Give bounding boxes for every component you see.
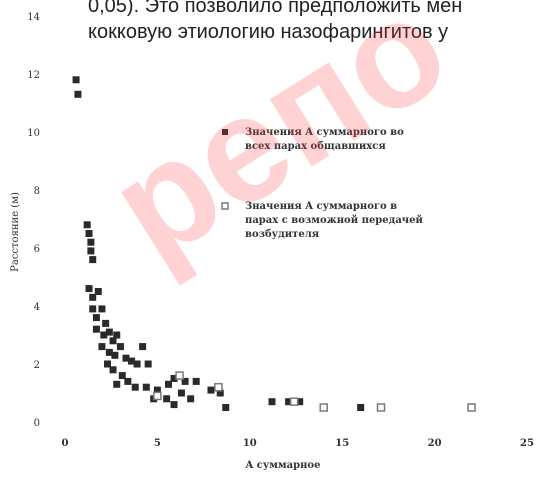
y-axis-ticks: 0 2 4 6 8 10 12 14	[27, 12, 40, 429]
data-point-all-pairs	[118, 372, 126, 380]
data-point-all-pairs	[109, 366, 117, 374]
x-tick-label: 15	[335, 438, 349, 449]
data-point-all-pairs	[87, 238, 95, 246]
legend-label-all-pairs: Значения A суммарного во всех парах обща…	[245, 127, 407, 152]
x-axis-ticks: 0 5 10 15 20 25	[62, 438, 534, 449]
data-point-transmission-pairs	[376, 403, 386, 412]
legend-marker-hollow-square	[221, 202, 229, 210]
y-tick-label: 4	[34, 302, 40, 313]
y-tick-label: 6	[34, 244, 40, 255]
data-point-transmission-pairs	[289, 397, 299, 406]
data-point-all-pairs	[144, 360, 152, 368]
data-point-all-pairs	[139, 343, 147, 351]
data-point-all-pairs	[268, 398, 276, 406]
document-text-line-2: кокковую этиологию назофарингитов у	[88, 21, 449, 43]
data-point-all-pairs	[102, 319, 110, 327]
data-point-all-pairs	[177, 389, 185, 397]
data-point-all-pairs	[128, 357, 136, 365]
data-point-all-pairs	[98, 305, 106, 313]
data-point-all-pairs	[181, 377, 189, 385]
data-point-all-pairs	[187, 395, 195, 403]
document-text-line-1: 0,05). Это позволило предположить мен	[88, 0, 463, 17]
x-tick-label: 25	[520, 438, 534, 449]
data-point-all-pairs	[216, 389, 224, 397]
legend-label-transmission-pairs-line-3: возбудителя	[245, 229, 320, 240]
data-point-all-pairs	[142, 383, 150, 391]
data-point-transmission-pairs	[319, 403, 328, 412]
data-point-all-pairs	[100, 331, 108, 339]
data-point-all-pairs	[164, 380, 172, 388]
data-point-all-pairs	[105, 348, 113, 356]
data-point-all-pairs	[192, 377, 200, 385]
data-point-all-pairs	[109, 337, 117, 345]
legend-label-transmission-pairs-line-1: Значения A суммарного в	[245, 201, 397, 212]
data-point-all-pairs	[105, 328, 113, 336]
chart-legend: Значения A суммарного во всех парах обща…	[221, 127, 426, 240]
legend-label-all-pairs-line-2: всех парах общавшихся	[245, 141, 386, 152]
y-tick-label: 2	[34, 360, 40, 371]
legend-label-transmission-pairs-line-2: парах с возможной передачей	[245, 215, 423, 226]
data-point-all-pairs	[163, 395, 171, 403]
data-point-all-pairs	[89, 256, 97, 264]
data-point-all-pairs	[98, 343, 106, 351]
data-point-all-pairs	[87, 247, 95, 255]
data-point-all-pairs	[111, 351, 119, 359]
data-point-all-pairs	[89, 293, 97, 301]
data-point-all-pairs	[133, 360, 141, 368]
data-point-all-pairs	[296, 398, 304, 406]
data-point-all-pairs	[285, 398, 293, 406]
data-points	[72, 76, 476, 412]
x-axis-label: A суммарное	[245, 460, 321, 471]
data-point-all-pairs	[85, 230, 93, 237]
data-point-transmission-pairs	[214, 382, 223, 392]
data-point-all-pairs	[222, 404, 230, 411]
x-tick-label: 10	[243, 438, 257, 449]
legend-label-all-pairs-line-1: Значения A суммарного во	[245, 127, 404, 138]
data-point-all-pairs	[89, 305, 97, 313]
data-point-all-pairs	[113, 380, 121, 388]
y-tick-label: 14	[27, 12, 40, 23]
data-point-all-pairs	[131, 383, 139, 391]
legend-marker-filled-square	[222, 129, 228, 135]
data-point-all-pairs	[207, 386, 215, 394]
legend-label-transmission-pairs: Значения A суммарного в парах с возможно…	[245, 201, 426, 240]
x-tick-label: 5	[154, 438, 161, 449]
x-tick-label: 20	[428, 438, 442, 449]
data-point-all-pairs	[170, 401, 178, 409]
data-point-all-pairs	[357, 404, 365, 411]
data-point-all-pairs	[153, 386, 161, 394]
data-point-all-pairs	[74, 90, 82, 98]
data-point-transmission-pairs	[467, 403, 476, 412]
data-point-all-pairs	[85, 285, 93, 293]
data-point-all-pairs	[94, 288, 102, 295]
y-tick-label: 12	[27, 70, 40, 81]
x-tick-label: 0	[62, 438, 69, 449]
data-point-transmission-pairs	[153, 391, 162, 401]
data-point-all-pairs	[113, 331, 121, 339]
data-point-all-pairs	[122, 354, 130, 362]
data-point-transmission-pairs	[175, 371, 184, 380]
data-point-all-pairs	[92, 314, 100, 322]
data-point-all-pairs	[124, 377, 132, 385]
y-tick-label: 0	[34, 418, 40, 429]
data-point-all-pairs	[83, 221, 91, 229]
data-point-all-pairs	[104, 360, 112, 368]
y-axis-label: Расстояние (м)	[10, 192, 21, 272]
data-point-all-pairs	[170, 375, 178, 382]
data-point-all-pairs	[116, 343, 124, 351]
data-point-all-pairs	[72, 76, 80, 84]
y-tick-label: 8	[34, 186, 40, 197]
y-tick-label: 10	[27, 128, 40, 139]
data-point-all-pairs	[92, 325, 100, 333]
